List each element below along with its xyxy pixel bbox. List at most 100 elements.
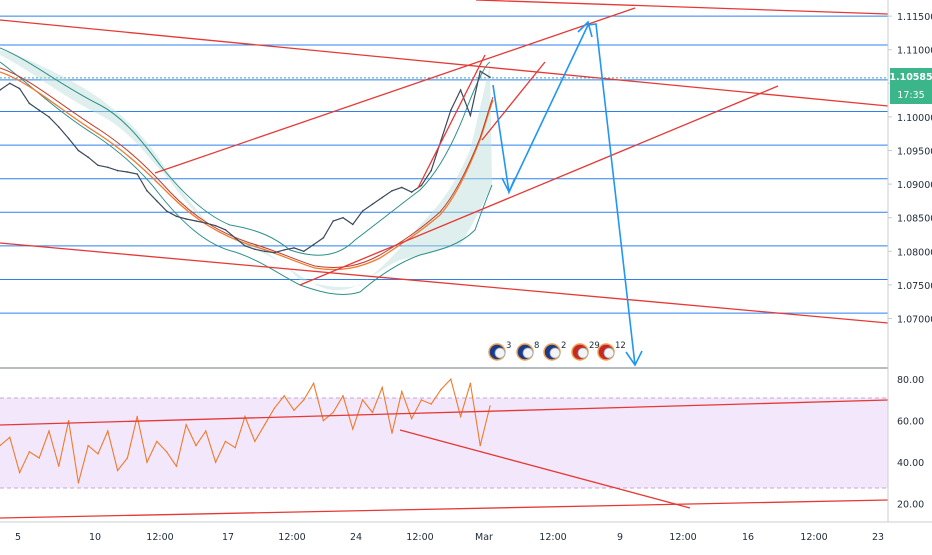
trendline-lower-descending[interactable]: [0, 242, 889, 324]
rsi-point: [126, 457, 129, 459]
rsi-trendline-upper[interactable]: [0, 399, 889, 426]
price-point: [450, 109, 452, 111]
rsi-point: [361, 399, 364, 401]
price-point: [214, 224, 217, 227]
rsi-point: [224, 440, 227, 443]
calendar-event-count: 12: [615, 341, 626, 351]
calendar-event-count: 3: [506, 341, 511, 351]
price-point: [0, 89, 1, 91]
last-price-badge[interactable]: 1.10585 17:35: [889, 68, 932, 104]
time-axis-label: 12:00: [539, 532, 566, 543]
rsi-point: [371, 411, 374, 414]
rsi-point: [77, 482, 80, 484]
time-axis-label: 10: [89, 532, 101, 543]
calendar-event-count: 8: [534, 341, 539, 351]
price-point: [205, 222, 207, 224]
price-axis: 1.115001.110001.105001.100001.095001.090…: [888, 9, 932, 326]
calendar-event-badge[interactable]: 12: [597, 341, 626, 361]
time-axis-label: 12:00: [146, 532, 173, 543]
rsi-point: [205, 430, 207, 432]
rsi-point: [312, 382, 315, 384]
price-axis-label: 1.08000: [897, 247, 932, 258]
price-point: [332, 220, 335, 222]
price-point: [489, 76, 491, 78]
rsi-point: [185, 424, 187, 426]
rsi-point: [234, 447, 236, 449]
price-point: [410, 191, 413, 193]
calendar-event-badge[interactable]: 29: [571, 341, 600, 361]
price-point: [175, 215, 178, 218]
rsi-point: [107, 430, 109, 432]
rsi-point: [381, 386, 383, 389]
price-point: [303, 250, 305, 253]
rsi-point: [322, 420, 325, 422]
rsi-point: [283, 395, 285, 397]
bollinger-lower: [0, 61, 493, 295]
rsi-point: [87, 444, 89, 447]
price-axis-label-bg: [889, 42, 932, 57]
time-axis-label: 12:00: [278, 532, 305, 543]
horizontal-levels: [0, 15, 888, 314]
price-point: [77, 149, 80, 152]
price-axis-label-bg: [889, 9, 932, 24]
projection-arrowhead-3: [625, 350, 643, 367]
last-price-value: 1.10585: [889, 72, 932, 83]
trendline-channel-lower[interactable]: [299, 85, 779, 286]
event-overlay-icon: [549, 347, 561, 359]
bollinger-upper: [0, 47, 491, 256]
trendline-steep-left[interactable]: [417, 54, 486, 189]
price-axis-label-bg: [889, 244, 932, 259]
trendline-channel-upper[interactable]: [154, 7, 636, 174]
price-axis-label: 1.11000: [897, 46, 932, 57]
price-axis-label: 1.11500: [897, 12, 932, 23]
price-point: [48, 116, 50, 118]
moving-average-red: [0, 67, 494, 268]
price-series-points: [0, 70, 491, 254]
trendline-steep-right[interactable]: [481, 61, 546, 141]
trendline-upper-descending[interactable]: [0, 19, 889, 107]
rsi-series-points: [0, 378, 491, 484]
price-point: [273, 251, 276, 254]
price-point: [283, 249, 286, 251]
time-axis-label: 12:00: [800, 532, 827, 543]
price-axis-label-bg: [889, 109, 932, 124]
price-point: [165, 210, 168, 212]
rsi-point: [97, 453, 99, 455]
time-axis-label: 16: [742, 532, 754, 543]
price-axis-label-bg: [889, 143, 932, 158]
price-axis-label: 1.10000: [897, 113, 932, 124]
price-axis-label-bg: [889, 177, 932, 192]
calendar-event-badge[interactable]: 8: [516, 341, 539, 361]
calendar-event-badge[interactable]: 2: [543, 341, 566, 361]
price-axis-label: 1.07500: [897, 281, 932, 292]
rsi-point: [410, 417, 413, 420]
time-axis-label: 12:00: [406, 532, 433, 543]
rsi-point: [352, 428, 354, 430]
price-point: [116, 169, 119, 172]
price-point: [459, 89, 462, 91]
rsi-trendline-lower[interactable]: [0, 499, 889, 519]
price-point: [469, 114, 472, 117]
price-point: [254, 248, 256, 251]
price-point: [28, 102, 31, 105]
rsi-point: [165, 451, 168, 453]
price-point: [420, 184, 423, 187]
price-point: [107, 166, 109, 169]
rsi-point: [254, 440, 256, 443]
event-overlay-icon: [603, 347, 615, 359]
rsi-point: [293, 409, 295, 411]
calendar-event-count: 2: [561, 341, 566, 351]
trendline-top-descending[interactable]: [475, 0, 889, 15]
time-axis-label: 24: [350, 532, 362, 543]
rsi-point: [469, 382, 472, 384]
calendar-event-badge[interactable]: 3: [488, 341, 511, 361]
rsi-point: [479, 444, 481, 447]
price-pane[interactable]: [0, 0, 888, 367]
rsi-point: [67, 420, 70, 422]
price-point: [58, 126, 60, 128]
price-point: [479, 70, 482, 72]
price-point: [244, 245, 246, 247]
rsi-trendline-descending[interactable]: [399, 429, 691, 509]
